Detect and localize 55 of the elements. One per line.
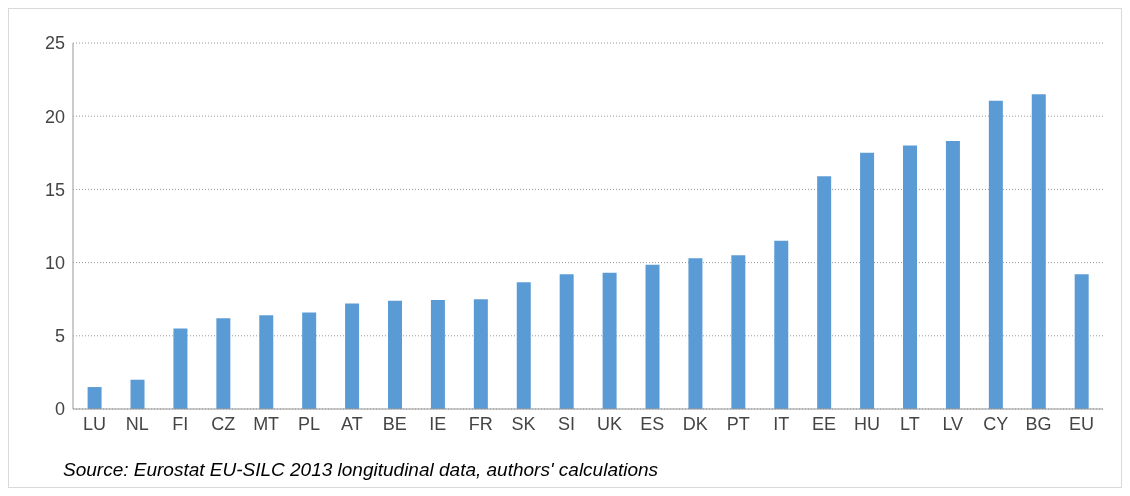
x-tick-label: CY <box>983 413 1009 434</box>
bar <box>731 255 746 409</box>
y-tick-label: 5 <box>54 326 65 347</box>
bar <box>516 282 531 409</box>
bar <box>259 315 274 409</box>
x-tick-label: UK <box>596 413 622 434</box>
bar <box>302 312 317 409</box>
bar <box>473 299 488 409</box>
y-tick-label: 25 <box>44 33 65 54</box>
y-tick-label: 0 <box>54 399 65 420</box>
x-tick-label: SI <box>558 413 576 434</box>
x-tick-label: PT <box>726 413 750 434</box>
x-tick-label: BE <box>382 413 407 434</box>
x-tick-label: AT <box>341 413 363 434</box>
bar <box>988 100 1003 409</box>
x-tick-label: NL <box>125 413 149 434</box>
x-tick-label: EE <box>812 413 837 434</box>
bar <box>430 299 445 409</box>
y-tick-label: 15 <box>44 179 65 200</box>
x-tick-label: DK <box>682 413 708 434</box>
x-tick-label: MT <box>253 413 280 434</box>
x-tick-label: SK <box>511 413 536 434</box>
x-tick-label: LU <box>82 413 106 434</box>
x-tick-label: IT <box>773 413 790 434</box>
bar <box>860 152 875 409</box>
bar <box>388 300 403 409</box>
x-tick-label: BG <box>1025 413 1052 434</box>
x-tick-label: FR <box>468 413 493 434</box>
bar <box>559 274 574 409</box>
x-tick-label: EU <box>1069 413 1095 434</box>
bar <box>87 387 102 409</box>
x-tick-label: HU <box>853 413 880 434</box>
bar <box>645 264 660 409</box>
bar <box>774 240 789 409</box>
bar <box>602 272 617 409</box>
bar <box>173 328 188 409</box>
x-tick-label: FI <box>172 413 189 434</box>
bar <box>688 258 703 409</box>
source-note: Source: Eurostat EU-SILC 2013 longitudinal data, authors' calculations <box>63 459 659 481</box>
y-tick-label: 20 <box>44 106 65 127</box>
bar <box>130 379 145 409</box>
y-tick-label: 10 <box>44 252 65 273</box>
bar <box>1031 94 1046 409</box>
bar <box>345 303 360 409</box>
bar <box>903 145 918 409</box>
bar <box>817 176 832 409</box>
x-tick-label: ES <box>640 413 665 434</box>
bar <box>945 141 960 409</box>
bar <box>1074 274 1089 409</box>
x-tick-label: PL <box>298 413 321 434</box>
x-tick-label: IE <box>429 413 447 434</box>
x-tick-label: LT <box>900 413 920 434</box>
x-tick-label: LV <box>942 413 964 434</box>
x-tick-label: CZ <box>211 413 236 434</box>
bar <box>216 318 231 409</box>
